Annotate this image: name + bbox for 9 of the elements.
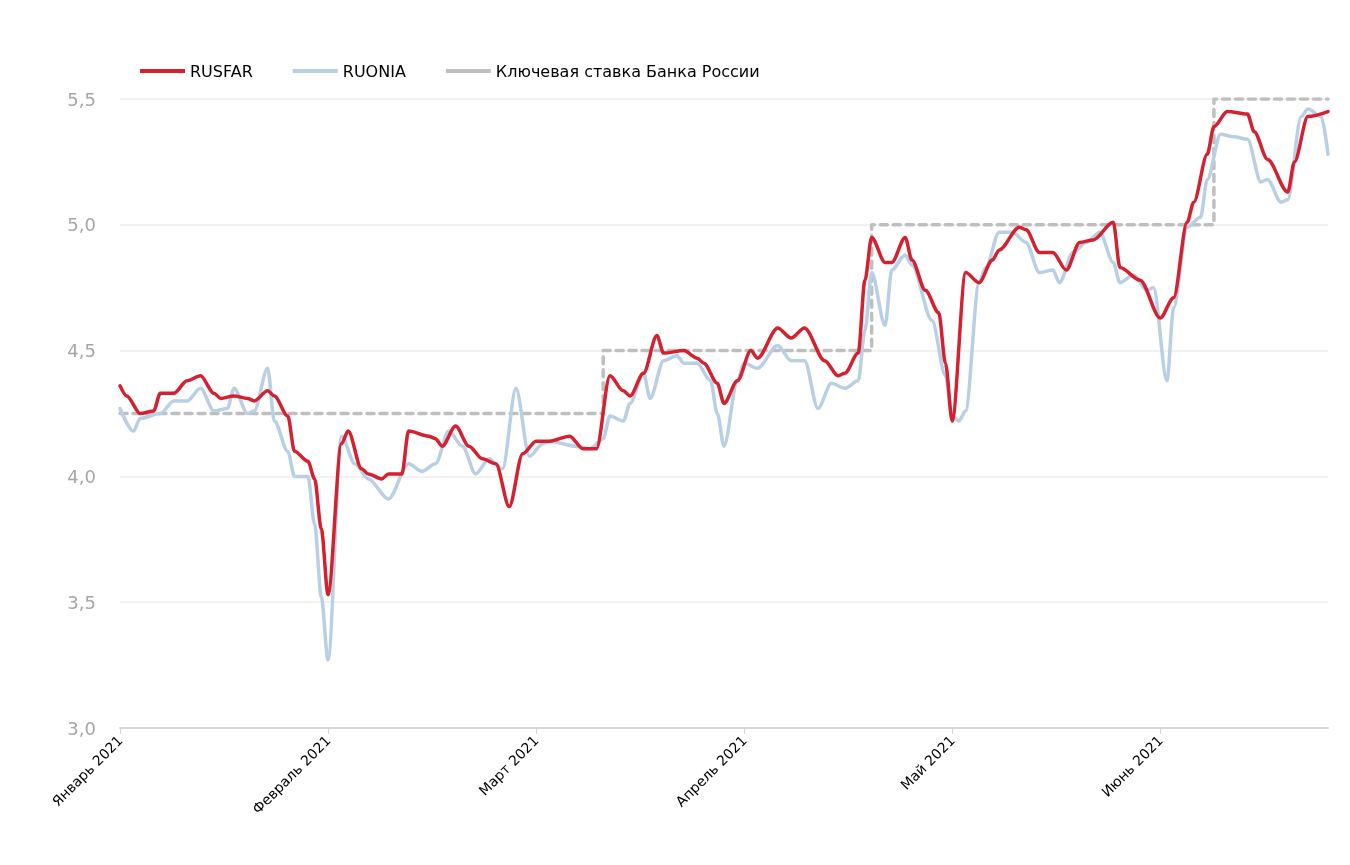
y-tick-label: 3,0: [67, 717, 96, 739]
y-tick-label: 4,0: [67, 465, 96, 487]
y-tick-label: 3,5: [67, 591, 96, 613]
legend-label: RUONIA: [342, 61, 406, 81]
y-tick-label: 5,0: [67, 214, 96, 236]
legend-label: RUSFAR: [190, 61, 253, 81]
y-tick-label: 4,5: [67, 340, 96, 362]
legend-label: Ключевая ставка Банка России: [495, 61, 760, 81]
y-tick-label: 5,5: [67, 88, 96, 110]
